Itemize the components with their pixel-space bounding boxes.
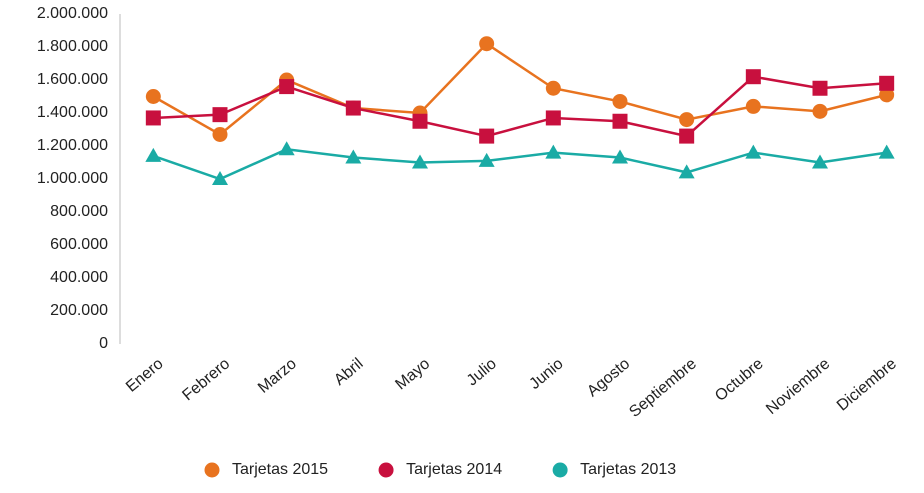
y-tick-label: 600.000 xyxy=(50,236,108,253)
point xyxy=(212,171,228,185)
legend-swatch xyxy=(552,462,568,478)
point xyxy=(612,93,628,109)
series-line xyxy=(152,42,887,136)
point xyxy=(745,144,762,159)
y-tick-label: 400.000 xyxy=(50,269,108,286)
x-tick-label: Julio xyxy=(464,355,500,389)
point xyxy=(212,107,228,123)
x-tick-label: Octubre xyxy=(712,355,767,405)
point xyxy=(679,128,695,144)
point xyxy=(545,144,562,159)
x-tick-label: Marzo xyxy=(255,355,300,397)
series-line xyxy=(152,148,887,181)
point xyxy=(145,89,161,104)
y-tick-label: 1.400.000 xyxy=(37,104,108,121)
point xyxy=(745,69,761,85)
x-tick-label: Agosto xyxy=(584,355,633,400)
x-tick-label: Diciembre xyxy=(834,355,900,414)
x-tick-label: Junio xyxy=(526,355,566,393)
x-tick-label: Septiembre xyxy=(626,355,700,421)
point xyxy=(879,75,895,91)
point xyxy=(879,87,895,103)
y-tick-label: 2.000.000 xyxy=(37,5,108,22)
y-tick-label: 1.800.000 xyxy=(37,38,108,55)
point xyxy=(412,113,428,129)
point xyxy=(278,141,295,156)
y-tick-label: 1.200.000 xyxy=(37,137,108,154)
point xyxy=(345,100,361,116)
point xyxy=(812,103,828,119)
point xyxy=(478,152,495,167)
point xyxy=(545,80,561,96)
point xyxy=(279,79,295,95)
point xyxy=(878,144,895,159)
point xyxy=(145,110,161,126)
point xyxy=(412,154,428,169)
legend-swatch xyxy=(204,462,220,478)
point xyxy=(212,126,228,142)
y-tick-label: 1.600.000 xyxy=(37,71,108,88)
x-tick-label: Abril xyxy=(331,355,366,389)
x-tick-label: Febrero xyxy=(179,355,233,404)
point xyxy=(745,98,761,114)
point xyxy=(812,80,828,96)
point xyxy=(678,164,695,179)
point xyxy=(479,128,495,144)
legend-label: Tarjetas 2015 xyxy=(232,461,328,478)
series-line xyxy=(153,75,887,138)
legend-label: Tarjetas 2014 xyxy=(406,461,502,478)
point xyxy=(612,113,628,129)
x-tick-label: Noviembre xyxy=(763,355,833,418)
point xyxy=(679,112,695,128)
point xyxy=(545,110,561,126)
y-tick-label: 1.000.000 xyxy=(37,170,108,187)
legend-swatch xyxy=(378,462,394,478)
point xyxy=(612,149,628,164)
point xyxy=(345,149,362,164)
point xyxy=(479,36,495,52)
y-tick-label: 200.000 xyxy=(50,302,108,319)
legend-label: Tarjetas 2013 xyxy=(580,461,676,478)
point xyxy=(145,147,162,162)
point xyxy=(812,154,828,169)
y-tick-label: 0 xyxy=(99,335,108,352)
y-tick-label: 800.000 xyxy=(50,203,108,220)
x-tick-label: Enero xyxy=(123,355,167,396)
x-tick-label: Mayo xyxy=(392,355,433,393)
